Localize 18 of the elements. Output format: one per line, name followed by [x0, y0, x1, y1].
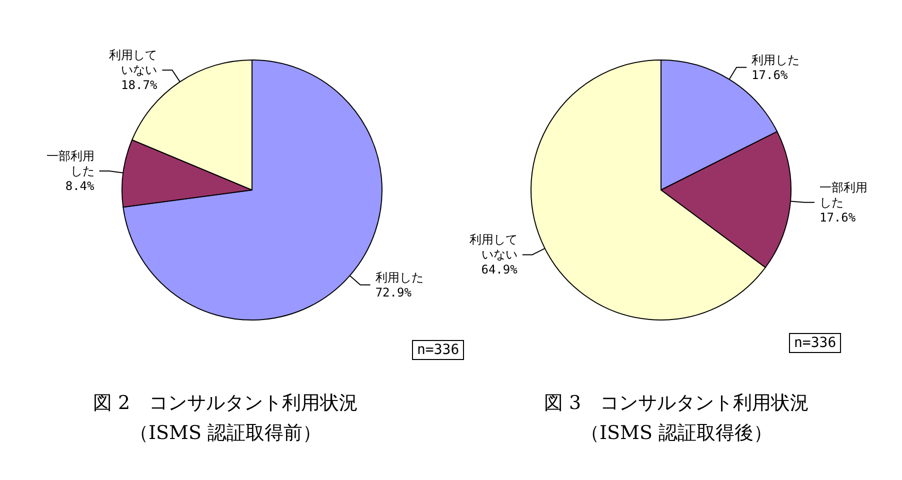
slice-label: 一部利用した	[819, 180, 868, 210]
slice-label: 利用していない	[469, 232, 518, 262]
text: （ISMS 認証取得後）	[579, 421, 774, 446]
data-label: 64.9%	[481, 262, 518, 277]
slice-label: 利用した	[752, 52, 800, 67]
data-label: 17.6%	[752, 68, 788, 82]
text: （ISMS 認証取得前）	[128, 421, 323, 446]
text: 図 3 コンサルタント利用状況	[542, 391, 810, 416]
text: n=336	[789, 333, 842, 353]
data-label: 8.4%	[65, 179, 96, 194]
data-label: 72.9%	[375, 285, 412, 300]
data-label: 17.6%	[819, 210, 856, 224]
slice-label: 利用した	[375, 270, 424, 284]
text: 図 2 コンサルタント利用状況	[92, 391, 360, 416]
slice-label: 一部利用した	[46, 149, 94, 178]
text: n=336	[412, 340, 464, 360]
data-label: 18.7%	[121, 78, 158, 92]
slice-label: 利用していない	[109, 48, 158, 78]
